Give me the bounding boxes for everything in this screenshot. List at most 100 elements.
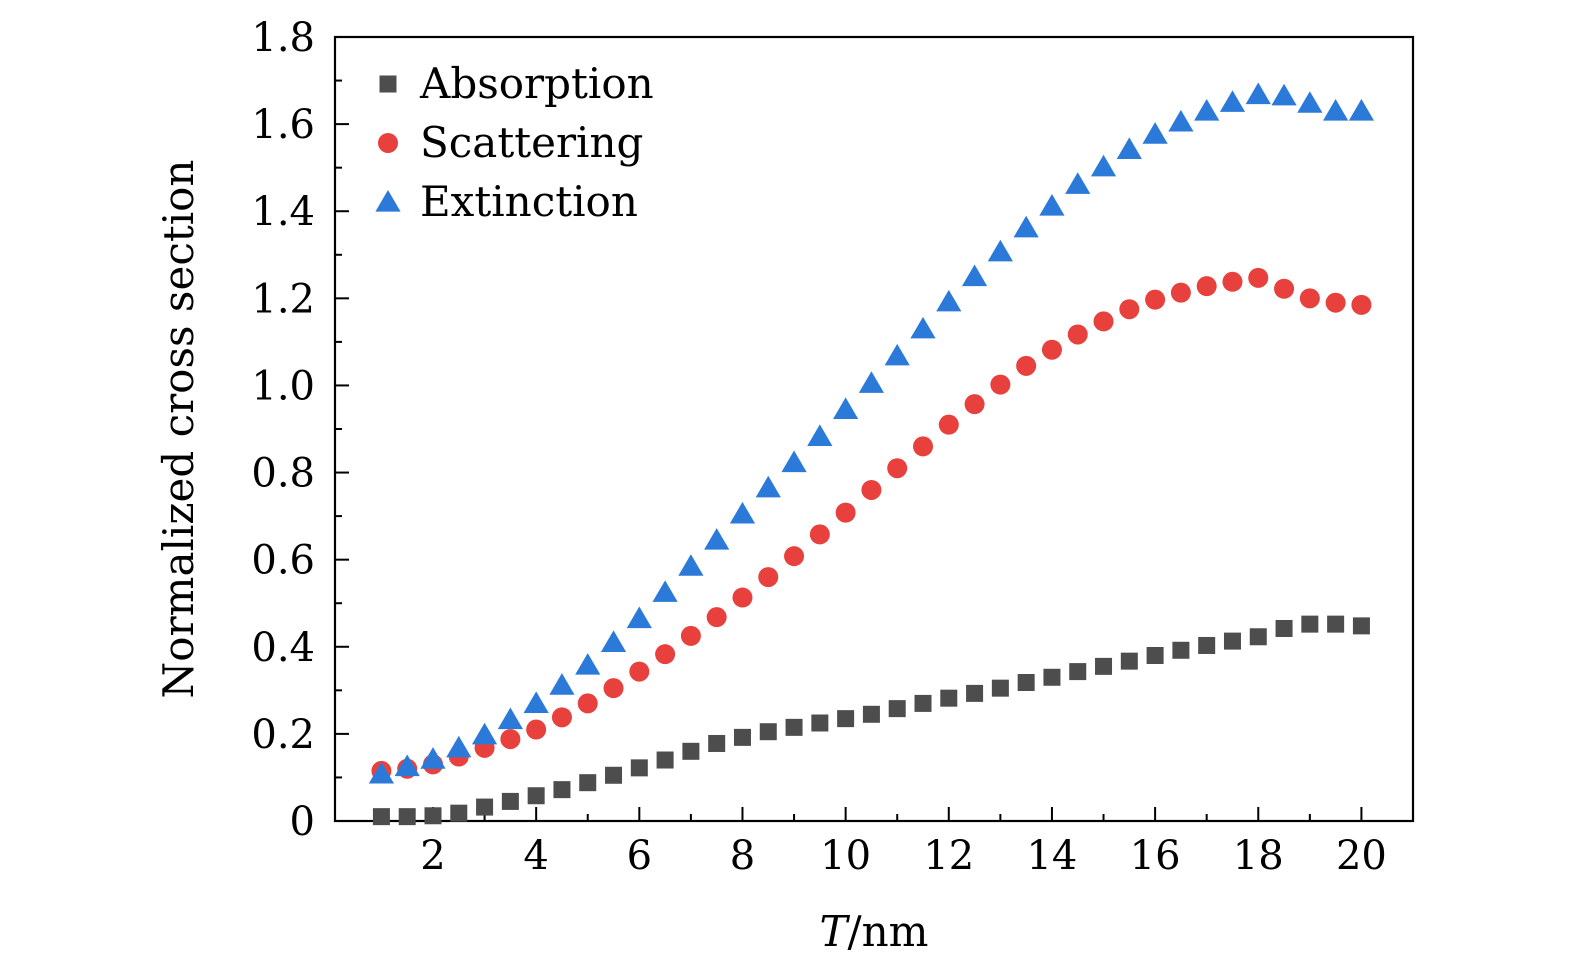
extinction-point [987,239,1013,262]
extinction-point [1116,137,1142,159]
extinction-point [1219,90,1246,112]
extinction-point [600,630,627,653]
scattering-point [1222,271,1243,292]
scattering-point [551,707,572,728]
scattering-point [1325,292,1346,313]
extinction-point [755,475,781,498]
legend-label: Absorption [419,59,654,108]
extinction-point [549,673,575,695]
absorption-point [914,694,932,712]
scattering-point [680,625,701,646]
extinction-point [729,501,756,524]
y-tick-labels: 0 0.2 0.4 0.6 0.8 1.0 1.2 1.4 1.6 1.8 [251,15,315,845]
absorption-point [682,742,700,760]
scattering-point [1170,282,1191,303]
extinction-point [446,735,472,758]
absorption-point [656,751,674,769]
x-axis-unit: /nm [847,907,928,956]
y-tick-label: 0.6 [251,538,315,584]
extinction-point [471,722,498,745]
scattering-point [1145,289,1166,310]
extinction-point [936,289,962,312]
absorption-point [1352,617,1370,635]
absorption-point [605,766,623,784]
absorption-point [630,759,648,777]
extinction-point [833,397,859,419]
absorption-point [940,689,958,707]
legend-marker-scattering [378,133,398,153]
absorption-point [476,798,494,816]
scattering-point [603,678,624,699]
extinction-point [807,424,833,447]
x-axis-title: T/nm [819,907,928,956]
extinction-point [575,653,601,675]
absorption-point [1146,646,1164,664]
extinction-point [884,343,910,366]
x-tick-label: 2 [420,833,445,879]
legend-item-scattering: Scattering [378,118,643,167]
x-tick-label: 12 [923,833,974,879]
x-tick-label: 6 [627,833,652,879]
legend-marker-absorption [379,75,397,93]
axis-ticks [335,36,1414,822]
absorption-point [1327,615,1345,633]
x-tick-label: 16 [1130,833,1181,879]
scattering-point [1119,299,1140,320]
y-axis-title: Normalized cross section [154,160,203,699]
extinction-point [1348,99,1375,121]
absorption-point [837,710,855,728]
legend-item-extinction: Extinction [375,177,638,226]
absorption-point [888,700,906,718]
extinction-point [1271,83,1297,106]
extinction-point [858,371,885,393]
scattering-point [964,394,985,415]
extinction-point [1039,193,1065,216]
extinction-point [1194,99,1220,121]
extinction-point [497,707,523,730]
extinction-point [1168,109,1194,132]
scattering-point [706,607,727,628]
absorption-point [1095,657,1113,675]
absorption-point [1223,632,1241,650]
y-tick-label: 1.8 [251,15,315,61]
scattering-point [1248,267,1269,288]
absorption-point [733,728,751,746]
scattering-point [1067,324,1088,345]
scattering-point [887,458,908,479]
x-tick-label: 4 [523,833,548,879]
absorption-point [579,774,597,792]
scattering-point [758,567,779,588]
absorption-point [966,684,984,702]
extinction-point [1065,172,1091,194]
x-tick-labels: 2 4 6 8 10 12 14 16 18 20 [420,833,1387,879]
absorption-point [862,705,880,723]
absorption-point [1249,628,1267,646]
legend-item-absorption: Absorption [379,59,654,108]
extinction-point [678,554,704,576]
absorption-point [1069,663,1087,681]
scattering-point [1093,311,1114,332]
scattering-point [809,524,830,545]
x-tick-label: 14 [1026,833,1077,879]
scattering-point [655,644,676,665]
x-tick-label: 10 [820,833,871,879]
extinction-point [523,691,549,713]
y-tick-label: 1.2 [251,276,315,322]
absorption-point [785,718,803,736]
series-absorption [372,615,1370,826]
absorption-point [501,792,519,810]
scattering-point [990,374,1011,395]
absorption-point [1043,668,1061,686]
absorption-point [424,807,442,825]
series-extinction [368,82,1375,784]
scattering-point [913,436,933,457]
extinction-point [652,580,678,602]
absorption-point [811,714,829,732]
extinction-point [1297,91,1323,113]
absorption-point [1198,636,1216,654]
y-tick-label: 1.4 [251,189,315,235]
absorption-point [1120,652,1138,670]
series-scattering [371,267,1372,781]
scattering-point [1299,288,1320,309]
scattering-point [835,502,856,523]
